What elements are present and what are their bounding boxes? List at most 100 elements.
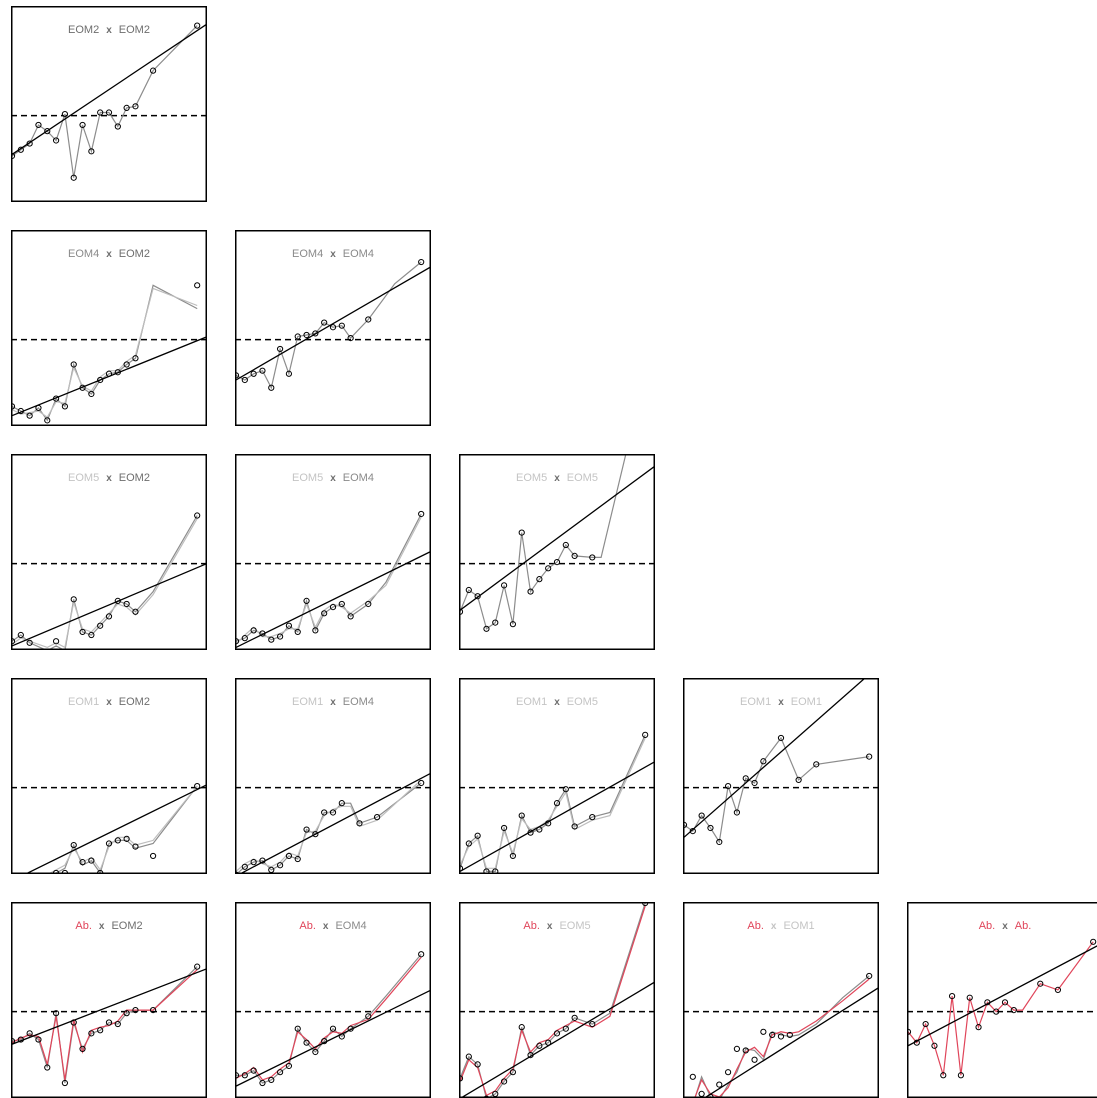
data-point — [236, 1072, 240, 1079]
fit-line — [684, 679, 865, 838]
data-point — [312, 831, 319, 838]
data-point — [329, 324, 337, 331]
data-point — [460, 608, 464, 615]
panel-label-part-1: x — [106, 697, 112, 708]
panel-label: EOM5 x EOM2 — [68, 472, 150, 484]
panel-label-part-2: EOM5 — [559, 920, 590, 932]
panel-frame — [459, 454, 655, 650]
data-point — [35, 404, 42, 412]
series-line-0 — [236, 261, 422, 390]
data-point — [259, 367, 266, 374]
panel-label-part-1: x — [547, 921, 553, 932]
data-point — [742, 775, 749, 782]
data-point — [241, 1072, 248, 1079]
panel-label: Ab. x EOM2 — [75, 920, 142, 932]
panel-label-part-2: EOM5 — [567, 696, 598, 708]
data-point — [17, 631, 24, 639]
panel-2-2: EOM5 x EOM5 — [459, 454, 655, 650]
panel-label-part-2: EOM1 — [791, 696, 822, 708]
data-point — [492, 868, 499, 873]
panel-label-part-2: EOM4 — [343, 248, 374, 260]
panel-label: Ab. x Ab. — [979, 920, 1032, 932]
panel-1-0: EOM4 x EOM2 — [11, 230, 207, 426]
data-point — [61, 110, 69, 118]
fit-line — [236, 551, 430, 649]
data-point — [347, 334, 354, 342]
data-point — [589, 1020, 596, 1028]
series-line-0 — [12, 515, 198, 649]
data-point — [105, 109, 113, 116]
data-point — [365, 1013, 372, 1020]
data-point — [474, 832, 481, 839]
panel-3-0: EOM1 x EOM2 — [11, 678, 207, 874]
data-point — [418, 510, 425, 518]
data-point — [698, 812, 705, 819]
data-point — [312, 627, 319, 634]
data-point — [105, 613, 113, 620]
data-point — [285, 622, 293, 629]
data-point — [241, 863, 248, 870]
data-point — [88, 390, 95, 398]
data-point — [268, 384, 275, 391]
series-line-1 — [12, 969, 198, 1080]
data-point — [338, 800, 345, 807]
data-point — [716, 1081, 723, 1088]
fit-line — [236, 989, 430, 1087]
panel-label: EOM5 x EOM4 — [292, 472, 374, 484]
data-point — [12, 152, 16, 160]
data-point — [509, 852, 517, 860]
data-point — [303, 597, 310, 604]
data-point — [483, 625, 490, 632]
data-point — [123, 104, 130, 111]
data-point — [97, 376, 104, 384]
data-point — [52, 137, 60, 144]
data-point — [44, 1064, 51, 1071]
data-point — [123, 835, 130, 842]
panel-frame — [683, 678, 879, 874]
data-point — [88, 148, 95, 155]
data-point — [509, 621, 517, 628]
data-point — [786, 1031, 793, 1039]
data-point — [866, 753, 873, 760]
data-point — [132, 843, 139, 850]
series-line-0 — [236, 782, 422, 873]
data-point — [338, 1033, 345, 1040]
data-point — [70, 361, 77, 368]
data-point — [418, 951, 425, 958]
data-point — [1037, 980, 1044, 987]
data-point — [149, 67, 157, 74]
data-point — [373, 814, 381, 821]
data-point — [527, 588, 534, 595]
data-point — [483, 868, 490, 873]
series-line-0 — [236, 513, 422, 642]
panel-2-1: EOM5 x EOM4 — [235, 454, 431, 650]
data-point — [518, 1024, 525, 1031]
series-line-0 — [54, 785, 198, 873]
data-point — [312, 330, 319, 337]
series-line-0 — [460, 455, 627, 630]
series-line-1 — [236, 516, 422, 645]
data-point — [500, 1078, 508, 1085]
panel-4-2: Ab. x EOM5 — [459, 902, 655, 1098]
data-point — [250, 370, 257, 377]
data-point — [97, 109, 104, 116]
fit-line — [460, 761, 654, 873]
data-point — [241, 635, 248, 642]
panel-label: EOM2 x EOM2 — [68, 24, 150, 36]
series-line-1 — [460, 737, 646, 869]
data-point — [149, 852, 157, 860]
data-point — [294, 1025, 301, 1032]
data-point — [931, 1042, 938, 1049]
data-point — [571, 823, 578, 830]
data-point — [132, 103, 139, 110]
data-point — [689, 1073, 696, 1080]
data-point — [194, 512, 201, 519]
data-point — [35, 1036, 42, 1043]
data-point — [698, 1090, 705, 1097]
data-point — [114, 837, 121, 844]
panel-label: EOM4 x EOM4 — [292, 248, 374, 260]
data-point — [26, 140, 33, 147]
data-point — [562, 1025, 569, 1032]
data-point — [500, 582, 508, 589]
